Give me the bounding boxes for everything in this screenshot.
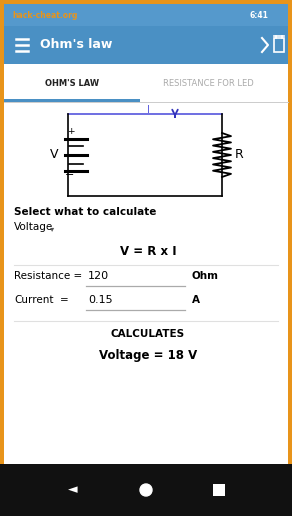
Bar: [4, 4, 288, 26]
Text: ▾: ▾: [50, 224, 54, 233]
Text: hack-cheat.org: hack-cheat.org: [12, 10, 77, 20]
Text: Current: Current: [14, 295, 53, 305]
Text: R: R: [235, 149, 243, 162]
Text: Resistance =: Resistance =: [14, 271, 82, 281]
Text: =: =: [60, 295, 69, 305]
Text: Voltage: Voltage: [14, 222, 53, 232]
Text: CALCULATES: CALCULATES: [111, 329, 185, 339]
Text: 0.15: 0.15: [88, 295, 113, 305]
Bar: [4, 26, 288, 64]
Text: ◄: ◄: [68, 483, 78, 496]
Text: RESISTANCE FOR LED: RESISTANCE FOR LED: [163, 78, 253, 88]
Text: Ohm's law: Ohm's law: [40, 39, 112, 52]
Bar: [274, 38, 284, 52]
Bar: [213, 484, 225, 496]
Text: V = R x I: V = R x I: [120, 245, 176, 258]
Bar: [0, 464, 292, 516]
Bar: [4, 102, 288, 466]
Text: +: +: [67, 126, 75, 136]
Text: V: V: [50, 149, 58, 162]
Bar: [4, 4, 288, 466]
Text: I: I: [147, 105, 150, 115]
Text: OHM'S LAW: OHM'S LAW: [45, 78, 99, 88]
Text: A: A: [192, 295, 200, 305]
Text: Ohm: Ohm: [192, 271, 219, 281]
Text: Select what to calculate: Select what to calculate: [14, 207, 157, 217]
Circle shape: [140, 484, 152, 496]
Text: Voltage = 18 V: Voltage = 18 V: [99, 349, 197, 362]
Text: 120: 120: [88, 271, 109, 281]
Text: −: −: [65, 170, 75, 180]
Text: 6:41: 6:41: [249, 10, 268, 20]
Bar: [4, 64, 288, 102]
Bar: [4, 99, 140, 102]
